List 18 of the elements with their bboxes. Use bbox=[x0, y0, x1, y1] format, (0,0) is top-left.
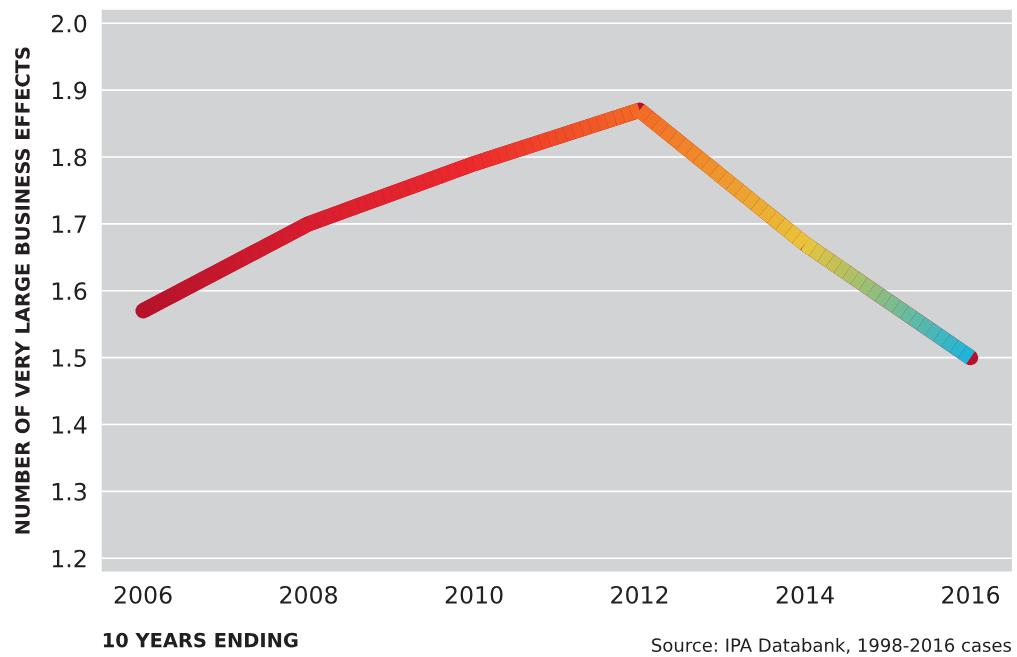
x-tick-label: 2014 bbox=[776, 585, 834, 604]
x-tick-label: 2006 bbox=[114, 585, 172, 604]
y-tick-label: 1.2 bbox=[52, 549, 86, 568]
x-tick-label: 2010 bbox=[445, 585, 503, 604]
x-tick-label: 2008 bbox=[280, 585, 337, 604]
y-tick-label: 1.9 bbox=[52, 81, 87, 100]
y-tick-label: 1.7 bbox=[52, 215, 86, 233]
source-note: Source: IPA Databank, 1998-2016 cases bbox=[652, 638, 1012, 654]
y-tick-label: 1.5 bbox=[52, 349, 86, 367]
y-tick-label: 1.6 bbox=[52, 282, 87, 301]
y-axis-title: NUMBER OF VERY LARGE BUSINESS EFFECTS bbox=[15, 47, 30, 534]
x-axis-title: 10 YEARS ENDING bbox=[103, 632, 298, 648]
y-tick-label: 1.3 bbox=[52, 482, 86, 501]
y-tick-label: 1.4 bbox=[52, 416, 87, 434]
x-tick-label: 2016 bbox=[942, 585, 1000, 604]
y-tick-label: 2.0 bbox=[51, 14, 87, 33]
y-tick-label: 1.8 bbox=[52, 148, 87, 167]
x-tick-label: 2012 bbox=[611, 585, 668, 604]
